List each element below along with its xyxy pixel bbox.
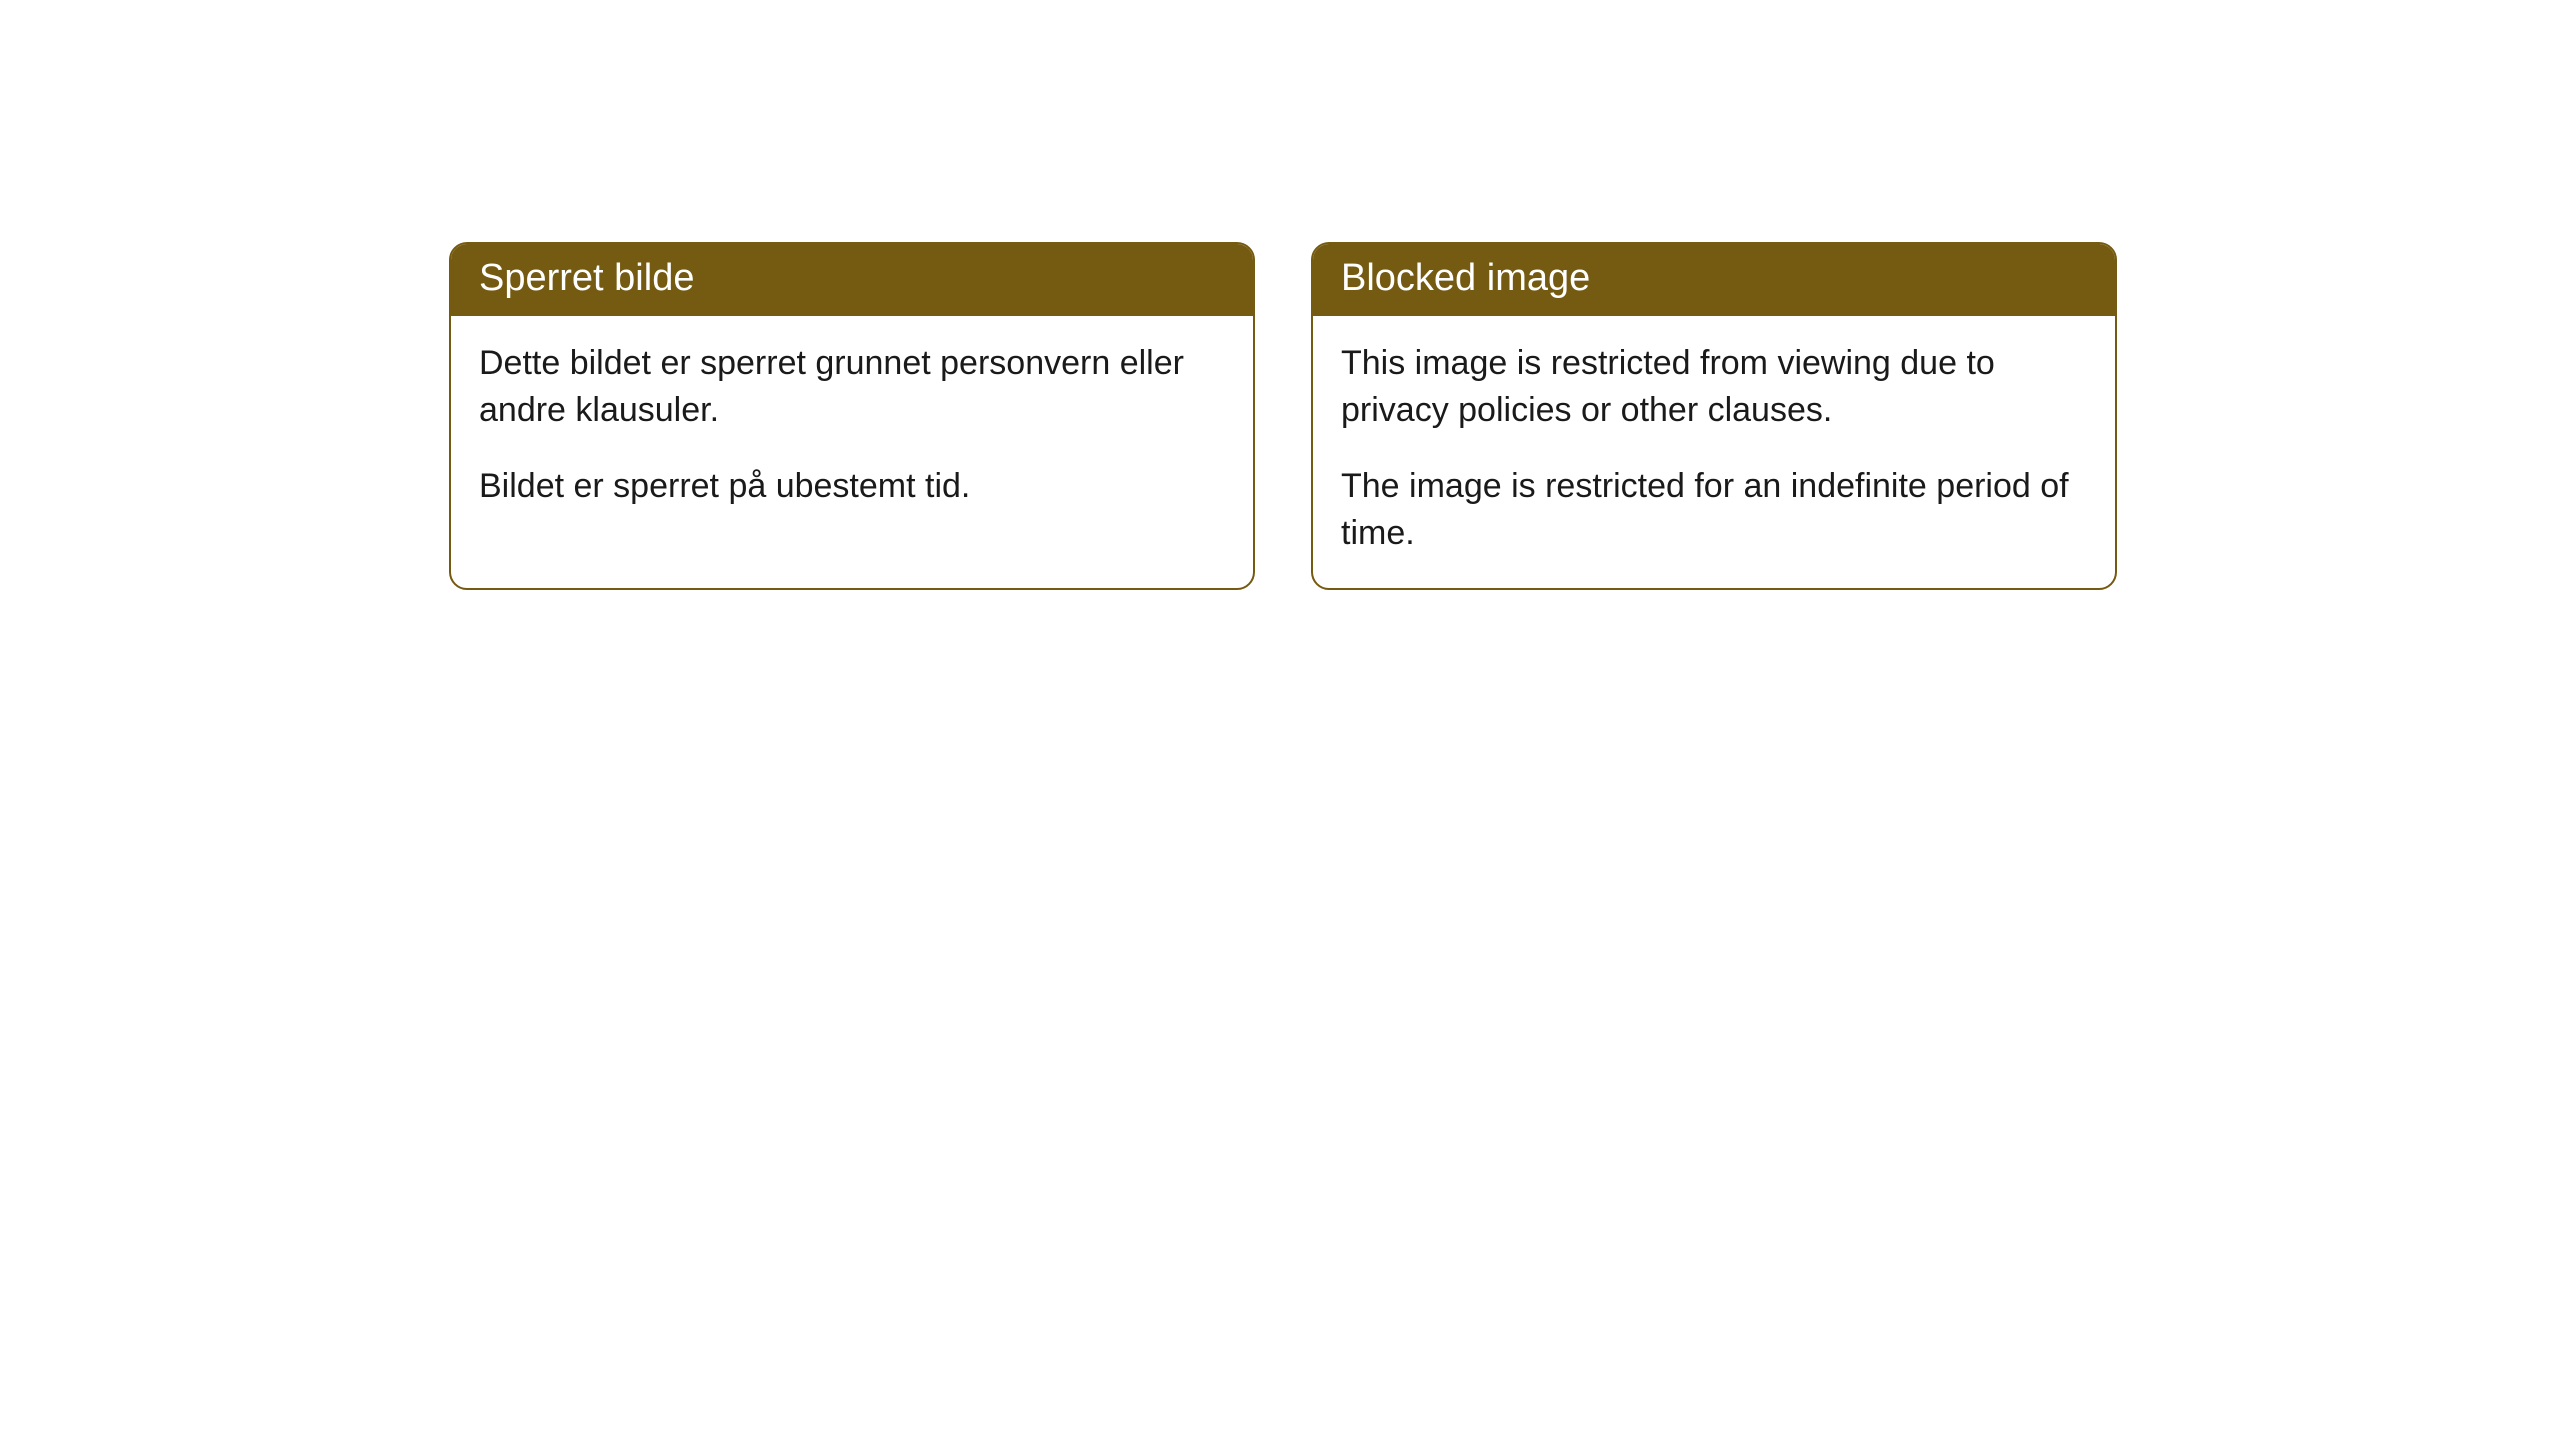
card-body-english: This image is restricted from viewing du… (1313, 316, 2115, 588)
cards-container: Sperret bilde Dette bildet er sperret gr… (449, 242, 2117, 590)
card-english: Blocked image This image is restricted f… (1311, 242, 2117, 590)
card-norwegian: Sperret bilde Dette bildet er sperret gr… (449, 242, 1255, 590)
card-paragraph: Bildet er sperret på ubestemt tid. (479, 463, 1225, 511)
card-body-norwegian: Dette bildet er sperret grunnet personve… (451, 316, 1253, 541)
card-paragraph: Dette bildet er sperret grunnet personve… (479, 340, 1225, 435)
card-paragraph: The image is restricted for an indefinit… (1341, 463, 2087, 558)
card-paragraph: This image is restricted from viewing du… (1341, 340, 2087, 435)
card-header-norwegian: Sperret bilde (451, 244, 1253, 316)
card-header-english: Blocked image (1313, 244, 2115, 316)
